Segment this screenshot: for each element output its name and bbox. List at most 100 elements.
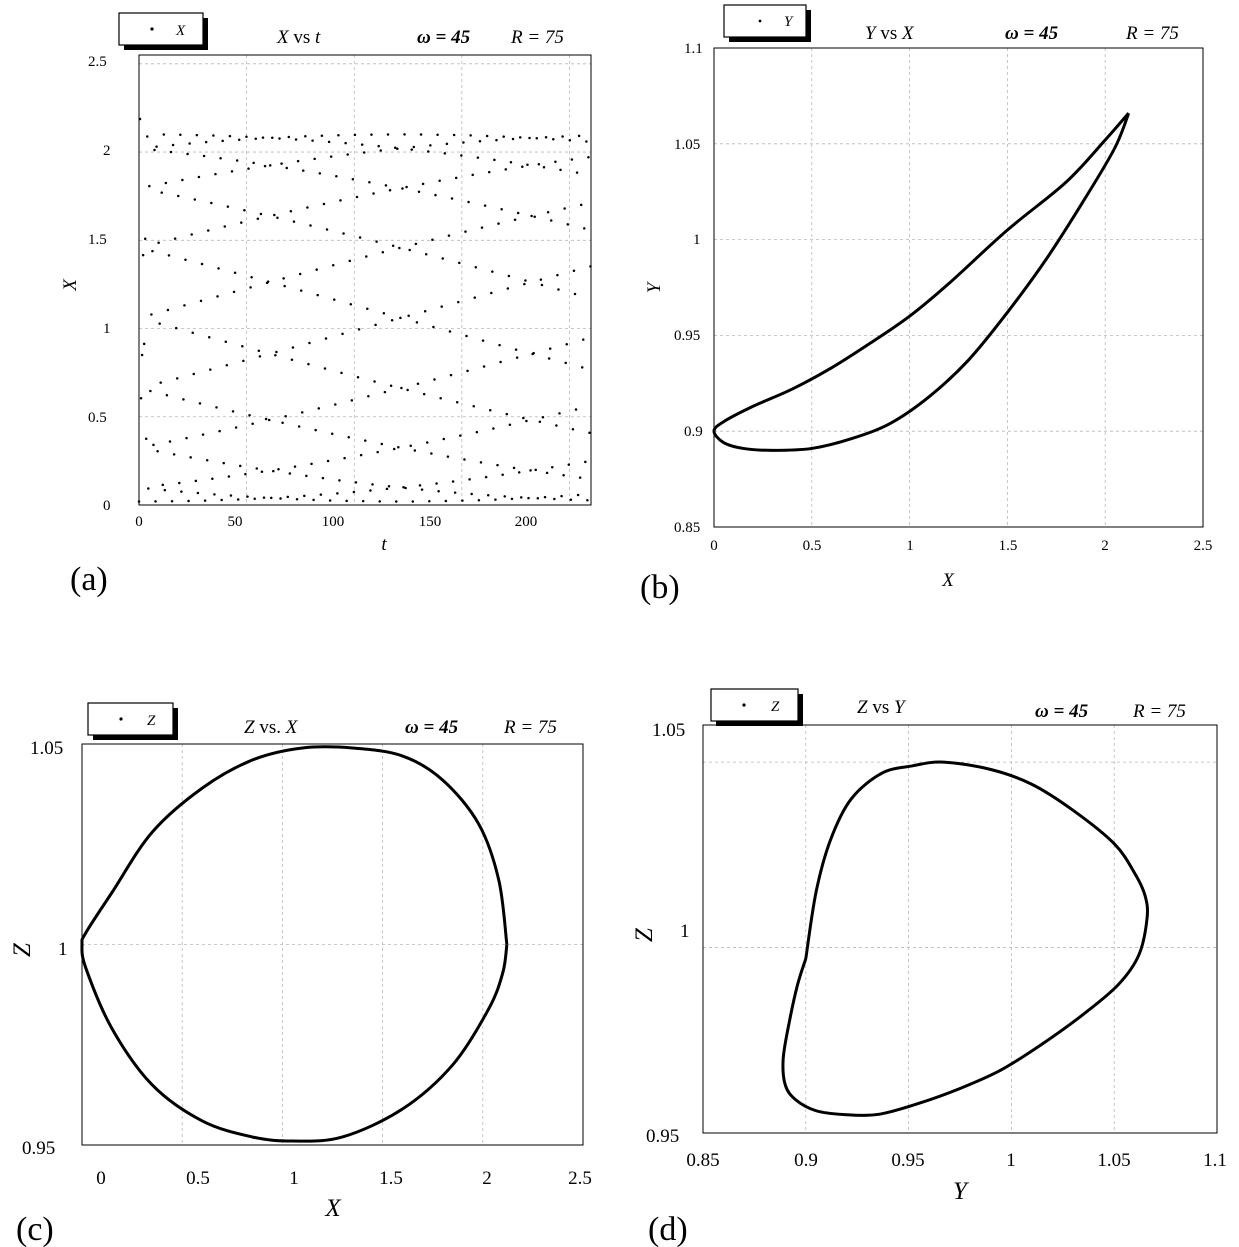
data-point: [232, 290, 236, 294]
data-point: [337, 133, 340, 137]
data-point: [398, 246, 401, 250]
data-point: [146, 135, 149, 138]
data-point: [267, 418, 271, 422]
data-point: [381, 251, 385, 254]
data-point: [500, 207, 503, 211]
data-point: [164, 181, 168, 185]
data-point: [338, 479, 341, 482]
panel-c-x-ticks: 0 0.5 1 1.5 2 2.5: [96, 1168, 592, 1189]
data-point: [551, 466, 554, 469]
data-point: [186, 152, 189, 156]
data-point: [462, 141, 465, 144]
data-point: [157, 241, 160, 244]
data-point: [562, 474, 565, 477]
panel-c-xtick: 2: [482, 1168, 492, 1189]
data-point: [516, 211, 520, 215]
data-point: [427, 150, 430, 153]
data-point: [491, 270, 494, 273]
data-point: [197, 175, 201, 179]
data-point: [478, 139, 482, 143]
panel-c-marks: [80, 745, 509, 1143]
panel-c-plot-frame: [81, 743, 584, 1146]
panel-b-grid: [714, 48, 1203, 527]
panel-c-ytick: 1: [58, 939, 68, 960]
data-point: [366, 307, 369, 311]
data-point: [139, 397, 143, 400]
data-point: [585, 140, 588, 143]
data-point: [569, 498, 573, 501]
data-point: [329, 155, 333, 158]
data-point: [509, 161, 513, 164]
panel-b-omega-text: ω = 45: [1005, 23, 1059, 44]
data-point: [239, 464, 242, 468]
data-point: [280, 162, 283, 165]
data-point: [266, 280, 270, 283]
data-point: [560, 494, 563, 498]
data-point: [326, 459, 330, 463]
panel-b-xtick: 0.5: [803, 538, 822, 554]
data-point: [481, 339, 485, 342]
data-point: [364, 439, 367, 442]
data-point: [544, 135, 548, 139]
data-point: [249, 286, 252, 289]
data-point: [191, 331, 194, 334]
data-point: [287, 135, 291, 139]
panel-a-ytick: 1.5: [88, 232, 107, 248]
data-point: [494, 498, 497, 501]
data-point: [479, 461, 483, 464]
data-point: [455, 401, 459, 404]
data-point: [213, 493, 216, 496]
data-point: [323, 367, 327, 370]
data-point: [263, 164, 267, 168]
panel-c-xtick: 1.5: [379, 1168, 403, 1189]
data-point: [502, 135, 505, 138]
panel-d-xlabel: Y: [953, 1178, 970, 1205]
data-point: [395, 500, 398, 503]
data-point: [334, 403, 337, 406]
data-point: [513, 218, 517, 222]
panel-c-title: Z vs. X: [244, 717, 299, 738]
data-point: [465, 334, 468, 338]
data-point: [407, 314, 410, 317]
data-point: [483, 204, 487, 207]
data-point: [277, 467, 280, 471]
data-point: [179, 133, 182, 137]
data-point: [200, 262, 204, 266]
data-point: [212, 134, 215, 137]
data-point: [294, 138, 298, 141]
data-point: [405, 185, 408, 189]
data-point: [435, 482, 438, 485]
data-point: [412, 145, 416, 149]
data-point: [589, 265, 592, 268]
panel-c-label: (c): [16, 1211, 54, 1247]
panel-d-legend-label: Z: [771, 699, 780, 715]
data-point: [296, 159, 300, 163]
data-point: [285, 166, 288, 170]
data-point: [187, 499, 190, 503]
data-point: [556, 273, 559, 277]
data-point: [518, 136, 522, 139]
data-point: [211, 477, 214, 481]
data-point: [375, 240, 378, 243]
panel-a-r-text: R = 75: [510, 27, 564, 48]
data-point: [143, 237, 147, 240]
panel-b-xtick: 1: [906, 538, 914, 554]
data-point: [543, 495, 547, 499]
data-point: [510, 497, 514, 501]
panel-a-ytick: 2: [103, 143, 111, 159]
data-point: [490, 291, 493, 295]
data-point: [378, 500, 381, 503]
data-point: [466, 369, 469, 373]
panel-b-ytick: 1: [693, 232, 701, 248]
panel-d-xtick: 0.85: [686, 1150, 719, 1171]
data-point: [527, 496, 530, 500]
data-point: [275, 350, 278, 354]
legend-box: [710, 688, 799, 722]
data-point: [506, 287, 510, 290]
series-curve-y: [712, 112, 1131, 452]
data-point: [190, 233, 193, 236]
data-point: [477, 498, 481, 502]
data-point: [410, 148, 413, 151]
data-point: [418, 484, 422, 487]
data-point: [568, 139, 572, 142]
